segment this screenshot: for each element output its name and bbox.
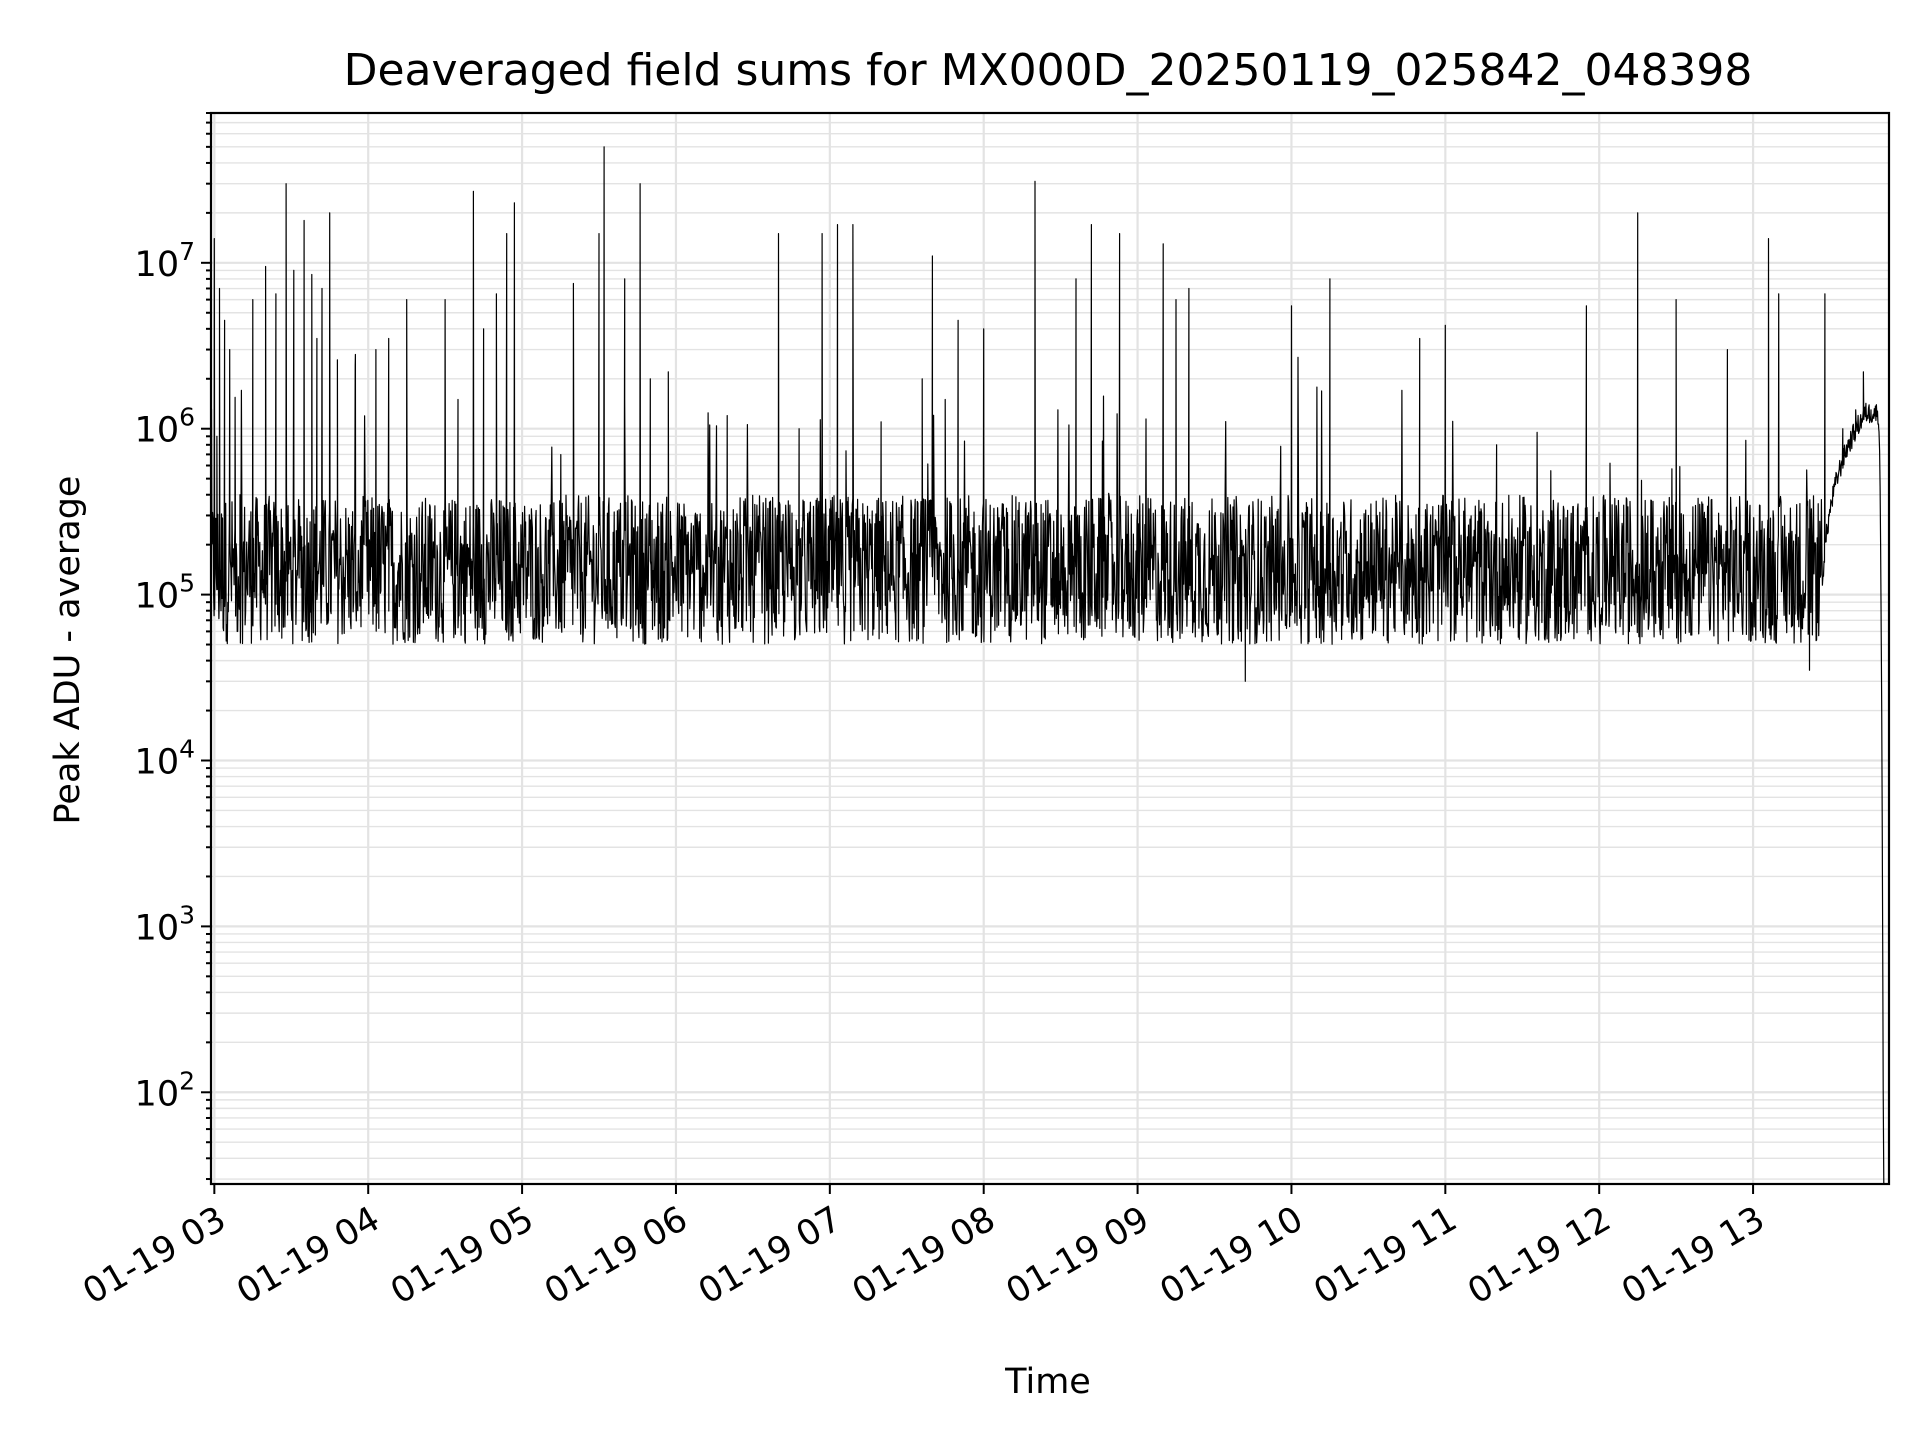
y-tick-label: 107 — [135, 237, 195, 285]
axes-frame — [209, 111, 1891, 1186]
series-line — [210, 146, 1885, 1185]
minor-grid — [211, 112, 1889, 1180]
y-tick-label: 105 — [135, 569, 195, 617]
y-tick-label: 104 — [135, 734, 195, 782]
plot-area — [210, 146, 1885, 1185]
chart-title: Deaveraged field sums for MX000D_2025011… — [344, 45, 1753, 96]
x-axis-label: Time — [1004, 1362, 1091, 1402]
y-tick-label: 103 — [135, 900, 195, 948]
y-axis-label: Peak ADU - average — [48, 476, 88, 825]
y-axis-ticks: 102 103 104 105 106 107 — [135, 112, 211, 1181]
y-tick-label: 106 — [135, 403, 195, 451]
y-tick-label: 102 — [135, 1066, 195, 1114]
